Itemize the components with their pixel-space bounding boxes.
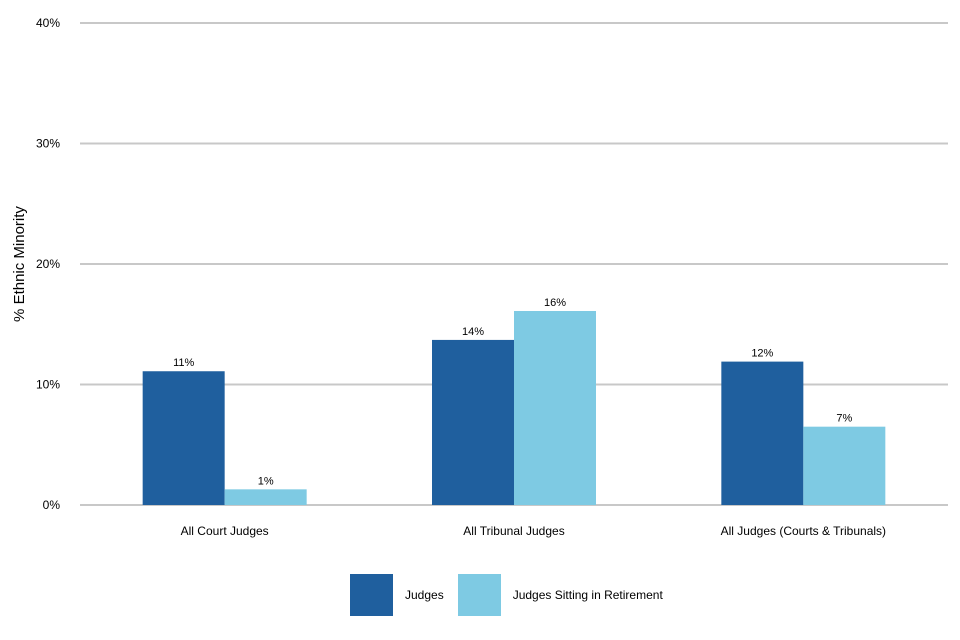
y-axis-title: % Ethnic Minority [11, 206, 28, 322]
y-tick-label-10: 10% [36, 378, 60, 392]
legend: Judges Judges Sitting in Retirement [350, 574, 677, 616]
y-tick-label-40: 40% [36, 16, 60, 30]
bar-judges-sitting-in-retirement-all-judges-courts-tribunals [803, 426, 886, 505]
legend-swatch-judges-sitting-in-retirement [457, 574, 501, 616]
bar-judges-all-tribunal-judges [432, 339, 514, 505]
legend-item-judges: Judges [350, 574, 444, 616]
legend-item-judges-sitting-in-retirement: Judges Sitting in Retirement [457, 574, 663, 616]
bar-judges-all-judges-courts-tribunals [721, 361, 804, 505]
data-label-judges-all-court-judges: 11% [173, 357, 194, 369]
category-label-all-tribunal-judges: All Tribunal Judges [463, 524, 564, 538]
data-label-judges-all-tribunal-judges: 14% [462, 326, 484, 338]
bars [142, 310, 886, 505]
category-label-all-court-judges: All Court Judges [181, 524, 269, 538]
data-label-judges-sitting-in-retirement-all-tribunal-judges: 16% [544, 297, 566, 309]
category-labels: All Court Judges All Tribunal Judges All J… [181, 524, 886, 538]
legend-label-judges: Judges [405, 588, 444, 602]
y-tick-label-20: 20% [36, 257, 60, 271]
data-label-judges-all-judges-courts-tribunals: 12% [751, 348, 773, 360]
bar-judges-all-court-judges [142, 371, 225, 505]
legend-label-judges-sitting-in-retirement: Judges Sitting in Retirement [512, 588, 663, 602]
bar-judges-sitting-in-retirement-all-court-judges [224, 489, 307, 505]
category-label-all-judges-courts-tribunals: All Judges (Courts & Tribunals) [721, 524, 886, 538]
y-tick-label-0: 0% [43, 498, 61, 512]
y-tick-label-30: 30% [36, 137, 60, 151]
bar-judges-sitting-in-retirement-all-tribunal-judges [514, 310, 596, 505]
data-label-judges-sitting-in-retirement-all-court-judges: 1% [258, 475, 274, 487]
data-label-judges-sitting-in-retirement-all-judges-courts-tribunals: 7% [836, 413, 852, 425]
y-tick-labels: 0% 10% 20% 30% 40% [36, 16, 60, 512]
legend-swatch-judges [350, 574, 393, 616]
data-labels: 11% 1% 14% 16% 12% 7% [173, 297, 852, 487]
